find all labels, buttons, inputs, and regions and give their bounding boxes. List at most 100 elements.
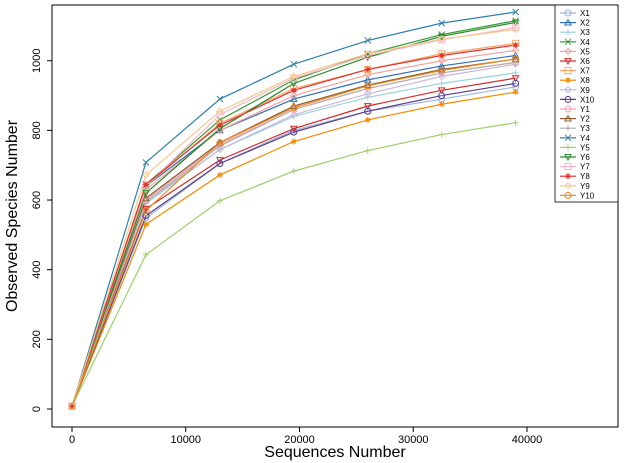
series-line-y5 [71,122,516,407]
data-point-y4 [216,95,224,103]
data-point-x5 [437,57,446,65]
legend-marker [564,105,572,113]
data-point-y8 [438,52,445,59]
x-axis-title: Sequences Number [264,444,406,461]
data-point-y8 [69,403,75,410]
data-point-x6 [142,205,150,213]
data-point-y8 [290,87,297,94]
data-point-x5 [364,70,372,79]
legend-marker [564,38,572,46]
data-point-y9 [511,25,520,34]
legend-marker [564,114,572,122]
data-point-y8 [512,42,519,49]
legend-label: Y2 [580,115,590,124]
legend-label: X2 [580,19,590,28]
data-point-x8 [290,138,297,145]
legend-label: X8 [580,76,590,85]
legend-label: X3 [580,28,590,37]
data-point-y8 [216,122,223,129]
data-point-y5 [290,168,297,175]
data-point-y4 [438,19,446,27]
legend-marker [564,134,572,142]
legend-label: Y8 [580,172,590,181]
legend-marker [564,67,572,75]
legend-label: Y4 [580,134,590,143]
data-point-y9 [290,72,298,81]
legend-marker [564,86,572,94]
x-tick-label: 40000 [512,434,543,446]
data-point-y9 [364,50,372,58]
legend-label: Y1 [580,105,590,114]
legend-marker [564,154,572,162]
data-point-x6 [216,157,224,165]
legend-label: Y7 [580,163,590,172]
data-point-x9 [364,90,372,98]
data-point-y5 [216,197,223,204]
data-point-x10 [142,212,150,220]
legend-marker [564,9,572,17]
axes: 0 10000 20000 30000 40000 0 200 400 600 800 1000 [31,48,542,446]
data-point-x6 [363,103,372,111]
data-point-x10 [216,159,224,167]
series-markers [68,8,520,411]
data-point-y9 [142,171,150,179]
y-tick-label: 400 [31,261,43,279]
data-point-x2 [289,95,298,102]
y-tick-label: 800 [31,121,43,139]
data-point-x8 [216,171,223,178]
data-point-x3 [290,113,297,120]
data-point-x2 [511,51,520,59]
x-tick-label: 0 [69,434,75,446]
data-point-y4 [142,159,150,166]
data-point-y10 [364,82,372,90]
data-point-x9 [511,60,520,68]
data-point-x5 [142,185,150,194]
data-point-x10 [512,79,520,87]
legend-label: Y6 [580,153,590,162]
data-point-y6 [511,19,520,27]
legend-label: X9 [580,86,590,95]
legend-label: X10 [580,95,595,104]
data-point-x8 [512,89,519,96]
legend-marker [565,125,571,132]
data-point-y10 [216,139,224,147]
data-point-y5 [142,251,149,258]
data-point-x8 [364,116,371,123]
data-point-y3 [142,198,149,205]
data-point-y9 [216,107,224,115]
data-point-y4 [364,37,372,44]
legend-marker [564,182,572,190]
legend-label: X1 [580,9,590,18]
legend-marker [564,191,572,199]
legend-marker [564,47,572,56]
y-tick-label: 600 [31,191,43,209]
data-point-y7 [364,52,372,59]
legend-marker [565,144,571,151]
data-point-y5 [512,119,519,126]
data-point-x5 [511,46,520,54]
data-point-y8 [142,181,149,188]
series-line-x3 [71,72,516,407]
x-tick-label: 10000 [170,434,201,446]
data-point-y10 [290,104,298,112]
y-tick-label: 1000 [31,48,43,72]
legend-label: X4 [580,38,590,47]
data-point-x10 [364,107,372,115]
series-lines [71,11,516,407]
y-axis-title: Observed Species Number [4,119,21,312]
data-point-x3 [512,69,519,76]
data-point-y5 [364,147,371,154]
data-point-x9 [290,110,298,119]
legend-label: X5 [580,47,590,56]
data-point-x1 [142,214,150,222]
data-point-y10 [142,206,150,214]
data-point-y7 [216,111,224,119]
legend-label: Y10 [580,191,595,200]
data-point-y9 [437,35,446,43]
legend-marker [565,29,571,36]
legend-label: Y5 [580,143,590,152]
data-point-x5 [290,91,298,100]
y-tick-label: 200 [31,330,43,348]
data-point-x3 [438,80,445,87]
